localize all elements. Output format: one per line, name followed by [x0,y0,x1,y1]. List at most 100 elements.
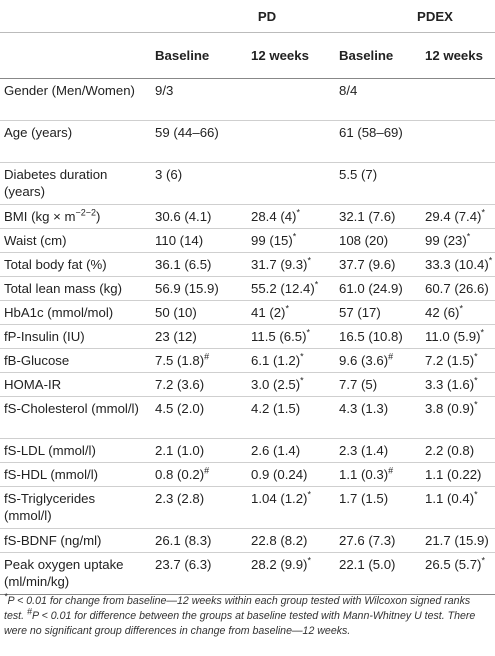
pd-12weeks-value-text: 0.9 (0.24) [251,467,308,482]
pdex-12weeks-value: 2.2 (0.8) [423,439,495,463]
pdex-12weeks-value: 99 (23)* [423,229,495,253]
significance-marker: * [307,555,311,566]
pdex-baseline-value-text: 22.1 (5.0) [339,557,396,572]
pdex-12weeks-value-text: 1.1 (0.22) [425,467,482,482]
table-row: Waist (cm) 110 (14) 99 (15)* 108 (20) 99 (23… [0,229,495,253]
significance-marker: * [474,399,478,410]
row-label: Total lean mass (kg) [0,277,139,301]
significance-marker: * [459,303,463,314]
pd-12weeks-value: 2.6 (1.4) [245,439,335,463]
pd-12weeks-value-text: 4.2 (1.5) [251,401,301,416]
pd-baseline-value-text: 110 (14) [155,233,204,248]
pdex-12weeks-value: 3.3 (1.6)* [423,373,495,397]
pd-baseline-value: 0.8 (0.2)# [139,463,245,487]
pd-baseline-value: 2.3 (2.8) [139,487,245,529]
pd-baseline-value: 36.1 (6.5) [139,253,245,277]
table-row: Gender (Men/Women) 9/3 8/4 [0,79,495,121]
group-header-pdex: PDEX [335,0,495,33]
pd-baseline-value: 9/3 [139,79,245,121]
row-label: fB-Glucose [0,349,139,373]
pd-12weeks-value-text: 6.1 (1.2) [251,353,301,368]
subheader-row: Baseline 12 weeks Baseline 12 weeks [0,32,495,79]
significance-marker: * [474,351,478,362]
pd-baseline-value: 110 (14) [139,229,245,253]
pd-baseline-value: 3 (6) [139,163,245,205]
table-row: Peak oxygen uptake (ml/min/kg) 23.7 (6.3)… [0,553,495,595]
pdex-12weeks-value-text: 11.0 (5.9) [425,329,481,344]
pdex-12weeks-value: 26.5 (5.7)* [423,553,495,595]
pdex-12weeks-value-text: 99 (23) [425,233,467,248]
pdex-baseline-value: 8/4 [335,79,423,121]
pdex-12weeks-value-text: 1.1 (0.4) [425,491,475,506]
pd-12weeks-value: 1.04 (1.2)* [245,487,335,529]
pd-12weeks-value-text: 28.2 (9.9) [251,557,308,572]
table-row: fS-Cholesterol (mmol/l) 4.5 (2.0) 4.2 (1.5… [0,397,495,439]
row-label-text: fS-BDNF (ng/ml) [4,533,102,548]
pdex-12weeks-value: 3.8 (0.9)* [423,397,495,439]
pdex-12weeks-value: 29.4 (7.4)* [423,205,495,229]
pd-12weeks-value-text: 3.0 (2.5) [251,377,301,392]
group-header-pd: PD [139,0,335,33]
pdex-12weeks-value-text: 3.8 (0.9) [425,401,475,416]
row-label: fS-LDL (mmol/l) [0,439,139,463]
pd-12weeks-value: 11.5 (6.5)* [245,325,335,349]
row-label-end: ) [95,209,101,224]
pdex-baseline-value: 7.7 (5) [335,373,423,397]
pd-baseline-value: 26.1 (8.3) [139,529,245,553]
table-row: Total body fat (%) 36.1 (6.5) 31.7 (9.3)* 3… [0,253,495,277]
pd-baseline-value: 50 (10) [139,301,245,325]
row-label: Peak oxygen uptake (ml/min/kg) [0,553,139,595]
unit-exponent: −2 [85,207,96,218]
row-label: fS-HDL (mmol/l) [0,463,139,487]
row-label-text: Diabetes duration (years) [4,167,108,199]
row-label-text: fS-Triglycerides (mmol/l) [4,491,96,523]
table-row: fB-Glucose 7.5 (1.8)# 6.1 (1.2)* 9.6 (3.6)#… [0,349,495,373]
row-label: fS-BDNF (ng/ml) [0,529,139,553]
row-label: HOMA-IR [0,373,139,397]
row-label-text: Peak oxygen uptake (ml/min/kg) [4,557,124,589]
significance-marker: # [204,465,210,476]
footnote-star-symbol: * [4,591,8,602]
pdex-baseline-value: 61.0 (24.9) [335,277,423,301]
row-label-text: HbA1c (mmol/mol) [4,305,114,320]
pd-baseline-value-text: 4.5 (2.0) [155,401,205,416]
pd-baseline-value: 56.9 (15.9) [139,277,245,301]
row-label-text: HOMA-IR [4,377,62,392]
pd-12weeks-value-text: 41 (2) [251,305,286,320]
pd-baseline-value-text: 9/3 [155,83,174,98]
pd-12weeks-value-text: 28.4 (4) [251,209,297,224]
pd-12weeks-value-text: 55.2 (12.4) [251,281,315,296]
pdex-baseline-value-text: 27.6 (7.3) [339,533,396,548]
pd-baseline-value-text: 0.8 (0.2) [155,467,205,482]
pdex-12weeks-value: 42 (6)* [423,301,495,325]
table-row: BMI (kg × m−2−2) 30.6 (4.1) 28.4 (4)* 32.1 … [0,205,495,229]
pdex-baseline-value: 27.6 (7.3) [335,529,423,553]
table-row: Diabetes duration (years) 3 (6) 5.5 (7) [0,163,495,205]
pd-12weeks-value: 31.7 (9.3)* [245,253,335,277]
significance-marker: * [307,255,311,266]
pd-12weeks-value: 3.0 (2.5)* [245,373,335,397]
pdex-baseline-value: 37.7 (9.6) [335,253,423,277]
pdex-baseline-value: 1.7 (1.5) [335,487,423,529]
row-label: fP-Insulin (IU) [0,325,139,349]
pd-baseline-value-text: 23.7 (6.3) [155,557,212,572]
pd-baseline-value-text: 7.5 (1.8) [155,353,205,368]
significance-marker: * [300,375,304,386]
table-row: Total lean mass (kg) 56.9 (15.9) 55.2 (12.… [0,277,495,301]
group-header-row: PD PDEX [0,0,495,33]
pdex-baseline-value: 5.5 (7) [335,163,423,205]
pd-12weeks-value: 4.2 (1.5) [245,397,335,439]
pd-12weeks-value-text: 99 (15) [251,233,293,248]
pdex-baseline-value-text: 4.3 (1.3) [339,401,389,416]
pdex-12weeks-value: 7.2 (1.5)* [423,349,495,373]
pdex-baseline-value-text: 16.5 (10.8) [339,329,403,344]
pdex-baseline-value: 1.1 (0.3)# [335,463,423,487]
significance-marker: * [466,231,471,242]
pdex-12weeks-value: 1.1 (0.4)* [423,487,495,529]
pd-baseline-value: 4.5 (2.0) [139,397,245,439]
significance-marker: * [307,489,311,500]
pdex-12weeks-value [423,163,495,205]
pd-baseline-value: 59 (44–66) [139,121,245,163]
table-row: fP-Insulin (IU) 23 (12) 11.5 (6.5)* 16.5 (1… [0,325,495,349]
